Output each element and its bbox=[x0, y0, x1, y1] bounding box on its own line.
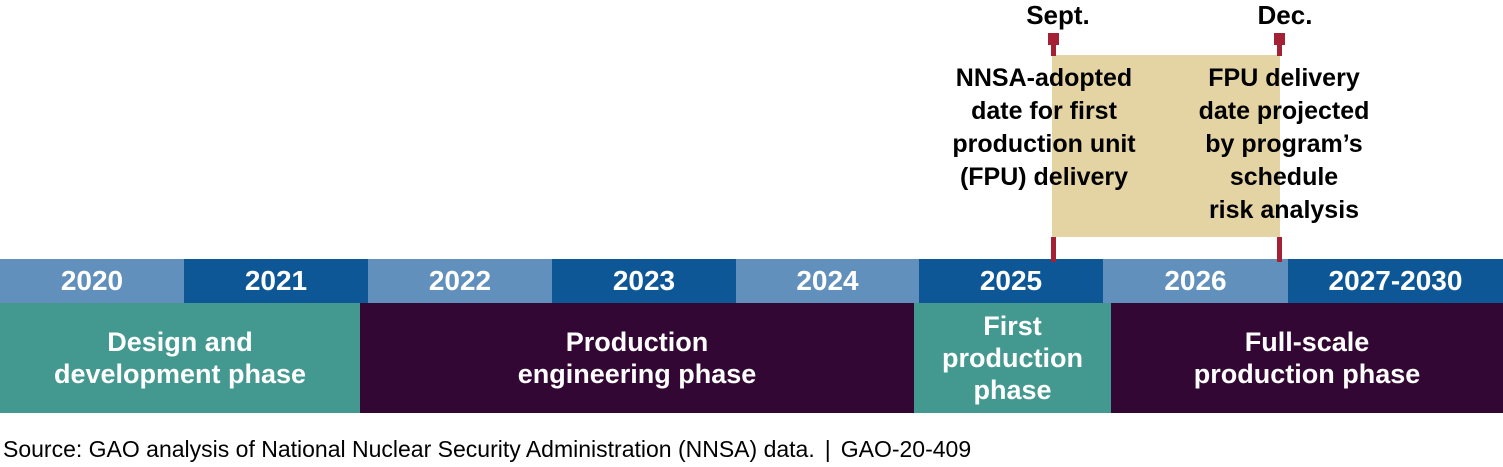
phase-full-scale-production: Full-scale production phase bbox=[1111, 303, 1503, 413]
sept-date-label: Sept. bbox=[1026, 0, 1090, 30]
projected-delivery-date-note: FPU delivery date projected by program’s… bbox=[1198, 64, 1370, 224]
year-segment-2026: 2026 bbox=[1103, 259, 1288, 303]
source-line: Source: GAO analysis of National Nuclear… bbox=[3, 436, 971, 463]
year-segment-2022: 2022 bbox=[368, 259, 552, 303]
source-text: Source: GAO analysis of National Nuclear… bbox=[3, 436, 815, 462]
phase-production-engineering-label: Production engineering phase bbox=[517, 327, 757, 389]
dec-date-label: Dec. bbox=[1257, 0, 1313, 30]
sept-marker-pin-icon bbox=[1048, 33, 1059, 56]
year-segment-2024: 2024 bbox=[736, 259, 919, 303]
dec-marker-stem bbox=[1277, 237, 1282, 262]
sept-marker-stem bbox=[1051, 237, 1056, 262]
phase-first-production: First production phase bbox=[914, 303, 1111, 413]
dec-marker-pin-icon bbox=[1274, 33, 1285, 56]
source-separator: | bbox=[824, 436, 831, 462]
year-segment-2023: 2023 bbox=[552, 259, 736, 303]
phase-production-engineering: Production engineering phase bbox=[360, 303, 914, 413]
year-axis: 2020 2021 2022 2023 2024 2025 2026 2027-… bbox=[0, 259, 1503, 303]
delivery-window-highlight bbox=[1052, 55, 1280, 237]
nnsa-adopted-date-note: NNSA-adopted date for first production u… bbox=[952, 64, 1136, 191]
report-number: GAO-20-409 bbox=[840, 436, 972, 462]
phase-design-development-label: Design and development phase bbox=[53, 327, 307, 389]
phase-bar: Design and development phase Production … bbox=[0, 303, 1503, 413]
phase-first-production-label: First production phase bbox=[942, 311, 1083, 405]
year-segment-2020: 2020 bbox=[0, 259, 184, 303]
year-segment-2021: 2021 bbox=[184, 259, 368, 303]
year-segment-2025: 2025 bbox=[919, 259, 1103, 303]
phase-full-scale-production-label: Full-scale production phase bbox=[1193, 327, 1421, 389]
phase-design-development: Design and development phase bbox=[0, 303, 360, 413]
year-segment-2027-2030: 2027-2030 bbox=[1288, 259, 1503, 303]
